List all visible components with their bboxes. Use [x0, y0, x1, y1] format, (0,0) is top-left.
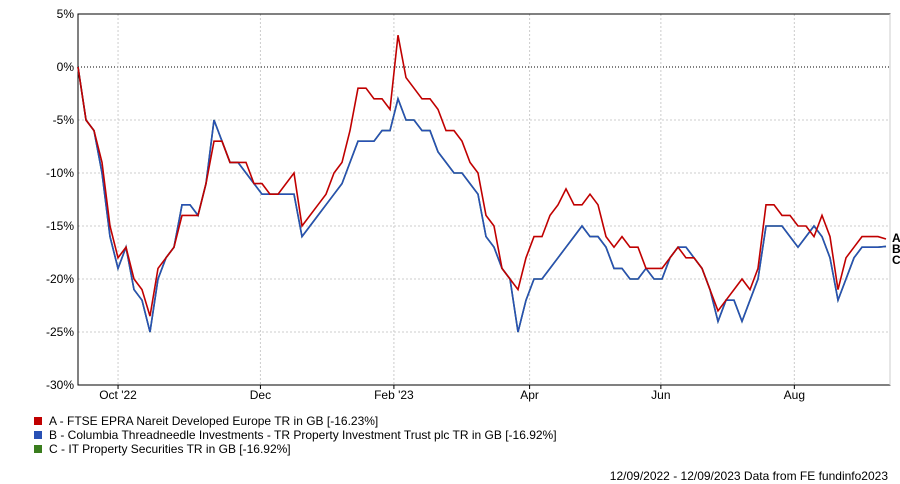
legend-swatch-b	[34, 431, 42, 439]
y-tick-label: -10%	[46, 166, 74, 180]
series-line-c	[77, 66, 887, 333]
legend-item-a: A - FTSE EPRA Nareit Developed Europe TR…	[34, 414, 557, 428]
legend-item-c: C - IT Property Securities TR in GB [-16…	[34, 442, 557, 456]
x-tick-label: Feb '23	[374, 388, 414, 402]
legend-swatch-c	[34, 445, 42, 453]
y-tick-label: -15%	[46, 219, 74, 233]
legend-label-c: C - IT Property Securities TR in GB [-16…	[49, 442, 291, 456]
legend: A - FTSE EPRA Nareit Developed Europe TR…	[34, 414, 557, 456]
legend-swatch-a	[34, 417, 42, 425]
series-line-a	[77, 35, 887, 317]
x-tick-label: Dec	[250, 388, 271, 402]
y-tick-label: -20%	[46, 272, 74, 286]
x-tick-label: Apr	[520, 388, 539, 402]
legend-item-b: B - Columbia Threadneedle Investments - …	[34, 428, 557, 442]
y-tick-label: 0%	[57, 60, 75, 74]
y-tick-label: -5%	[53, 113, 75, 127]
plot-frame	[77, 13, 891, 386]
footer-source: 12/09/2022 - 12/09/2023 Data from FE fun…	[609, 469, 888, 483]
y-tick-label: 5%	[57, 7, 75, 21]
y-tick-label: -25%	[46, 325, 74, 339]
legend-label-a: A - FTSE EPRA Nareit Developed Europe TR…	[49, 414, 379, 428]
x-tick-label: Jun	[651, 388, 670, 402]
end-label-b: B	[892, 242, 900, 256]
legend-label-b: B - Columbia Threadneedle Investments - …	[49, 428, 557, 442]
series-line-b	[77, 66, 887, 333]
x-tick-label: Oct '22	[99, 388, 137, 402]
y-tick-label: -30%	[46, 378, 74, 392]
line-chart: 5% 0% -5% -10% -15% -20% -25% -30% Oct '22 Dec Feb…	[46, 7, 900, 402]
x-tick-label: Aug	[784, 388, 805, 402]
end-label-c: C	[892, 253, 900, 267]
end-label-a: A	[892, 231, 900, 245]
